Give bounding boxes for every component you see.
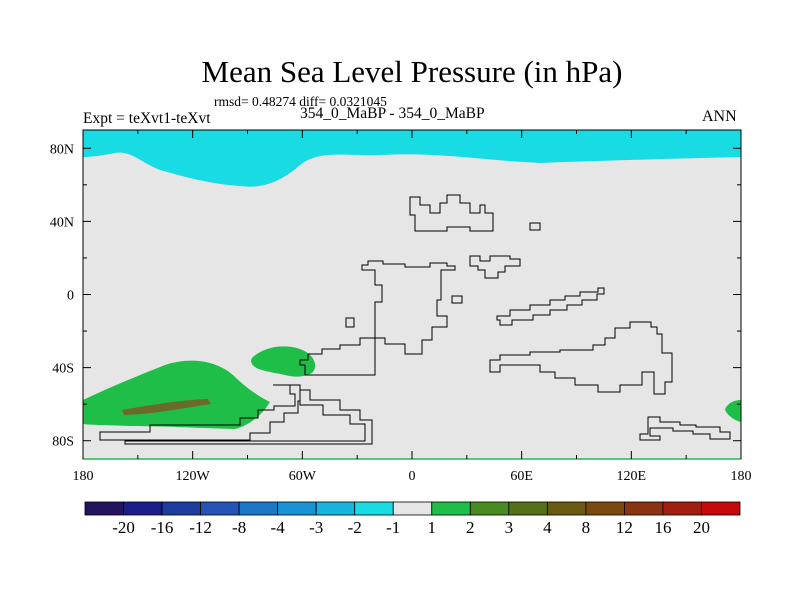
colorbar-box [277,501,317,516]
colorbar-label: -16 [151,518,174,537]
coastline-southern-cape [124,389,373,445]
coastline-eurasia [409,194,494,232]
colorbar-box [469,501,510,516]
colorbar-box [701,501,741,516]
coastline-britain [529,222,541,231]
colorbar-box [123,501,163,516]
coastline-south-asia [496,287,605,326]
region-southern-pacific-core [122,399,211,415]
x-tick-label: 180 [73,469,94,484]
coastline-africa [299,260,456,376]
region-south-indian-edge-high [725,400,741,422]
x-axis-ticks: 180 120W 60W 0 60E 120E 180 [73,130,752,484]
colorbar-label: 8 [582,518,591,537]
x-tick-label: 120W [176,469,211,484]
x-tick-label: 180 [731,469,752,484]
colorbar-box [392,501,433,516]
colorbar-box [585,501,625,516]
colorbar-box [161,501,201,516]
colorbar: -20 -16 -12 -8 -4 -3 -2 -1 1 2 3 4 8 12 16 20 [84,501,741,537]
colorbar-box [200,501,240,516]
colorbar-label: 12 [616,518,633,537]
coastline-arabia [469,255,521,279]
colorbar-box [624,501,664,516]
season-label: ANN [702,108,737,125]
coastline-southeast-asia [489,321,673,395]
colorbar-box [546,501,587,516]
colorbar-box [431,501,471,516]
coastlines [99,194,731,445]
colorbar-label: 16 [654,518,671,537]
colorbar-box [354,501,394,516]
x-tick-label: 0 [409,469,416,484]
x-tick-label: 60E [510,469,533,484]
colorbar-box [662,501,702,516]
colorbar-label: 3 [505,518,514,537]
chart-title: Mean Sea Level Pressure (in hPa) [201,54,623,89]
region-northern-polar-low [83,130,741,187]
y-tick-label: 40S [52,362,74,377]
colorbar-label: -12 [189,518,212,537]
contour-fills [83,130,741,429]
y-tick-label: 40N [50,215,74,230]
y-tick-label: 0 [67,289,74,304]
colorbar-label: 2 [466,518,475,537]
colorbar-label: -8 [232,518,246,537]
colorbar-label: 20 [693,518,710,537]
colorbar-box [315,501,356,516]
coastline-australia [639,416,731,441]
x-tick-label: 120E [617,469,647,484]
colorbar-label: 1 [428,518,437,537]
y-tick-label: 80N [50,142,74,157]
coastline-south-america [99,384,301,441]
colorbar-box [84,501,124,516]
experiment-label: Expt = teXvt1-teXvt [83,110,211,127]
colorbar-box [238,501,279,516]
y-axis-ticks: 80N 40N 0 40S 80S [50,142,741,450]
colorbar-label: -1 [386,518,400,537]
colorbar-label: 4 [543,518,552,537]
coastline-red-sea [451,295,463,304]
colorbar-label: -4 [271,518,286,537]
colorbar-label: -2 [348,518,362,537]
region-south-atlantic-high [251,346,316,377]
rmsd-diff-stats: rmsd= 0.48274 diff= 0.0321045 [214,94,387,109]
case-label: 354_0_MaBP - 354_0_MaBP [300,105,485,122]
colorbar-label: -3 [309,518,323,537]
colorbar-label: -20 [112,518,135,537]
x-tick-label: 60W [289,469,317,484]
colorbar-box [508,501,548,516]
coastline-madagascar [345,317,355,328]
y-tick-label: 80S [52,435,74,450]
